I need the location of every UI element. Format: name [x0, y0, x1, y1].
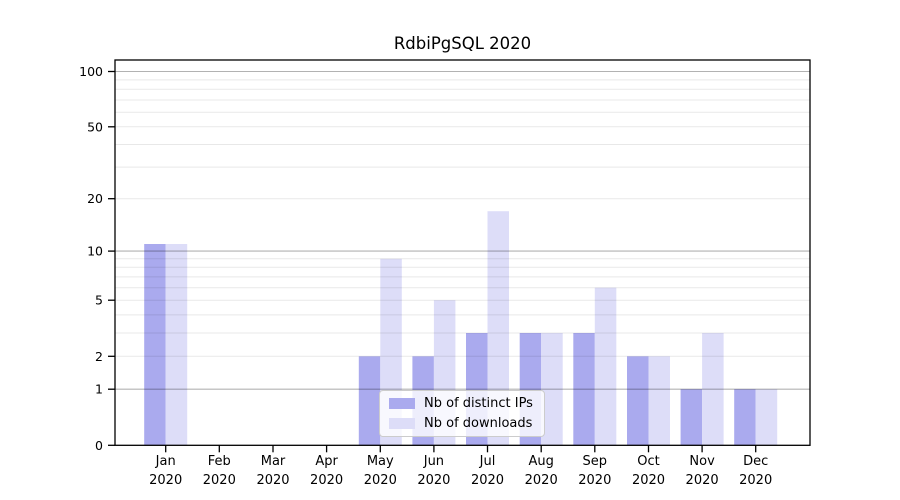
x-label-year-aug: 2020: [525, 473, 558, 488]
x-label-year-jul: 2020: [471, 473, 504, 488]
bar-distinct-ips-dec: [734, 389, 756, 446]
bar-distinct-ips-jan: [144, 244, 166, 446]
bar-downloads-dec: [755, 389, 778, 446]
bar-distinct-ips-may: [358, 356, 381, 446]
x-label-year-oct: 2020: [632, 473, 665, 488]
bar-downloads-jan: [165, 244, 188, 446]
x-label-month-oct: Oct: [637, 454, 659, 469]
x-label-month-feb: Feb: [208, 454, 231, 469]
bar-downloads-nov: [702, 333, 724, 446]
x-label-month-sep: Sep: [583, 454, 608, 469]
x-label-year-mar: 2020: [256, 473, 289, 488]
x-label-year-apr: 2020: [310, 473, 343, 488]
y-tick-label-5: 5: [95, 293, 103, 308]
x-label-month-may: May: [367, 454, 394, 469]
bar-distinct-ips-oct: [627, 356, 649, 446]
bar-downloads-sep: [594, 287, 617, 446]
x-label-year-sep: 2020: [578, 473, 611, 488]
y-tick-label-50: 50: [87, 119, 103, 134]
y-tick-label-1: 1: [95, 382, 103, 397]
legend-swatch-downloads: [389, 417, 415, 429]
x-label-year-dec: 2020: [739, 473, 772, 488]
chart-title: RdbiPgSQL 2020: [393, 34, 532, 53]
x-label-month-jun: Jun: [423, 454, 444, 469]
x-label-year-feb: 2020: [203, 473, 236, 488]
legend-swatch-distinct-ips: [389, 398, 415, 410]
y-tick-label-2: 2: [95, 349, 103, 364]
bar-distinct-ips-nov: [680, 389, 703, 446]
x-label-month-apr: Apr: [315, 454, 338, 469]
bar-downloads-jul: [487, 211, 509, 446]
legend-label-distinct-ips: Nb of distinct IPs: [424, 396, 533, 412]
x-label-month-aug: Aug: [529, 454, 554, 469]
legend-entry-distinct-ips: Nb of distinct IPs: [389, 394, 535, 414]
legend: Nb of distinct IPs Nb of downloads: [379, 390, 545, 437]
plot-frame: [114, 59, 811, 446]
legend-entry-downloads: Nb of downloads: [389, 414, 535, 434]
x-label-month-dec: Dec: [743, 454, 768, 469]
x-label-month-nov: Nov: [689, 454, 715, 469]
x-label-year-jan: 2020: [149, 473, 182, 488]
y-tick-label-0: 0: [95, 438, 103, 453]
legend-label-downloads: Nb of downloads: [424, 415, 533, 431]
x-label-month-jan: Jan: [155, 454, 176, 469]
x-label-month-mar: Mar: [261, 454, 286, 469]
x-label-year-jun: 2020: [417, 473, 450, 488]
x-label-year-may: 2020: [364, 473, 397, 488]
bar-downloads-aug: [541, 333, 563, 446]
y-tick-label-10: 10: [87, 244, 103, 259]
x-label-year-nov: 2020: [686, 473, 719, 488]
y-tick-label-20: 20: [87, 191, 103, 206]
x-label-month-jul: Jul: [479, 454, 496, 469]
bar-distinct-ips-sep: [573, 333, 595, 446]
bar-downloads-oct: [648, 356, 670, 446]
y-tick-label-100: 100: [79, 64, 103, 79]
